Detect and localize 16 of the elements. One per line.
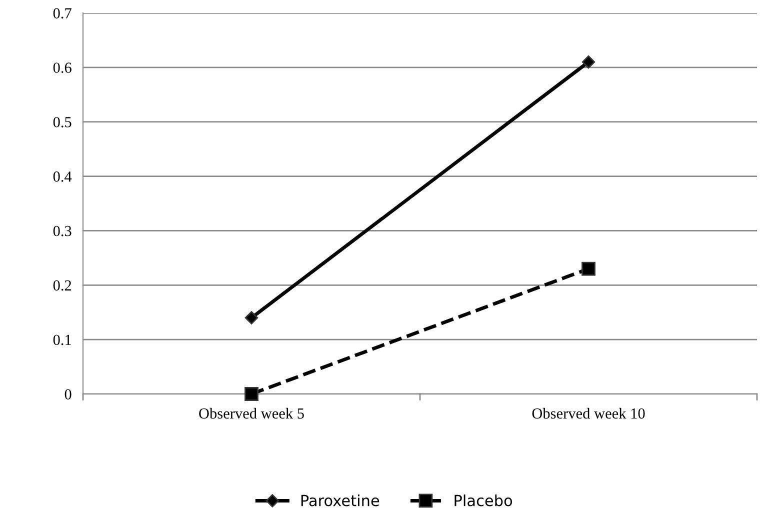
legend-label: Paroxetine: [301, 494, 380, 506]
y-tick-label: 0.3: [53, 226, 72, 236]
y-tick-label: 0.4: [53, 171, 72, 182]
point: [244, 387, 258, 401]
point: [582, 262, 596, 276]
y-tick-label: 0.5: [53, 117, 72, 128]
y-tick-label: 0.1: [53, 334, 71, 346]
y-tick-label: 0: [64, 389, 72, 400]
y-tick-label: 0.6: [53, 62, 72, 73]
point: [244, 311, 258, 324]
x-tick-label: Observed week 5: [199, 408, 304, 419]
point: [582, 55, 596, 69]
y-tick-label: 0.2: [53, 280, 72, 291]
legend-label: Placebo: [454, 494, 512, 506]
y-tick-label: 0.7: [53, 8, 72, 19]
x-tick-label: Observed week 10: [532, 408, 645, 419]
